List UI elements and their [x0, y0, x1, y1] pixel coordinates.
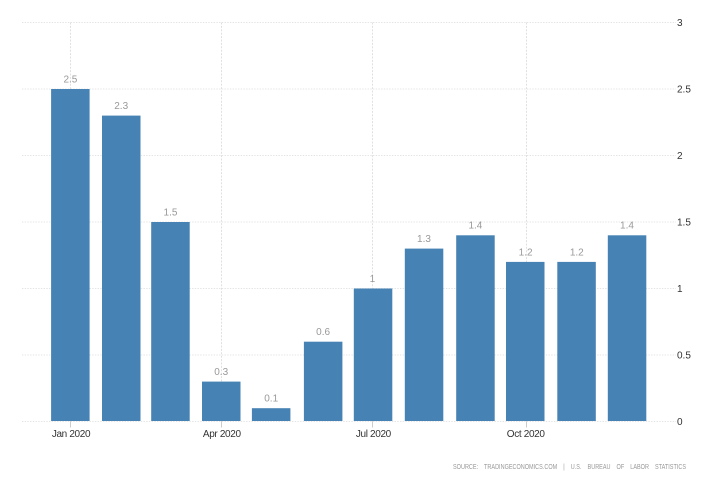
svg-text:1.5: 1.5 — [164, 207, 178, 218]
svg-text:Apr 2020: Apr 2020 — [203, 429, 242, 440]
svg-text:2.3: 2.3 — [114, 101, 128, 112]
svg-text:Oct 2020: Oct 2020 — [507, 429, 546, 440]
svg-text:3: 3 — [677, 18, 683, 29]
svg-text:0: 0 — [677, 417, 683, 428]
svg-text:1.2: 1.2 — [570, 247, 584, 258]
svg-text:1.4: 1.4 — [468, 221, 482, 232]
svg-text:1.3: 1.3 — [417, 234, 431, 245]
svg-text:2: 2 — [677, 151, 683, 162]
svg-text:1: 1 — [677, 284, 683, 295]
svg-text:Jul 2020: Jul 2020 — [356, 429, 392, 440]
svg-text:0.5: 0.5 — [677, 351, 691, 362]
svg-text:0.6: 0.6 — [316, 327, 330, 338]
svg-text:1: 1 — [370, 274, 376, 285]
svg-text:1.2: 1.2 — [519, 247, 533, 258]
svg-text:0.3: 0.3 — [214, 367, 228, 378]
svg-text:1.4: 1.4 — [620, 221, 634, 232]
svg-text:0.1: 0.1 — [264, 394, 278, 405]
svg-text:2.5: 2.5 — [677, 85, 691, 96]
svg-text:Jan 2020: Jan 2020 — [52, 429, 91, 440]
svg-text:1.5: 1.5 — [677, 218, 691, 229]
svg-text:2.5: 2.5 — [63, 74, 77, 85]
